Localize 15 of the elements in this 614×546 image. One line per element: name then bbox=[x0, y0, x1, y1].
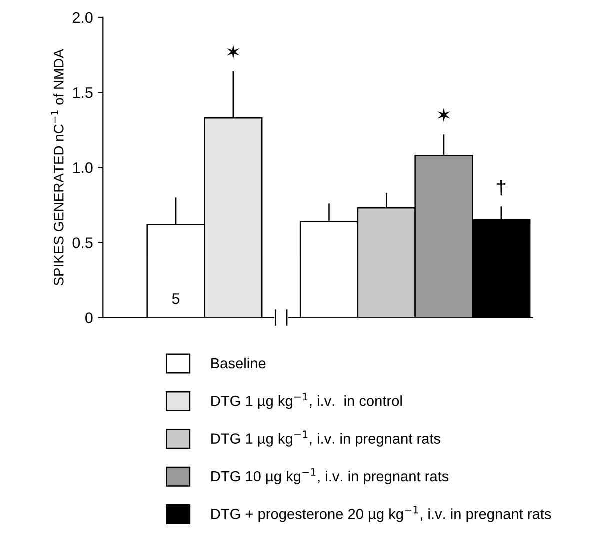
legend-label: DTG 1 µg kg$^{−1}$, i.v. in control bbox=[212, 393, 402, 410]
annotation: † bbox=[497, 180, 506, 196]
legend-label: Baseline bbox=[212, 358, 266, 369]
legend-label: DTG 10 µg kg$^{−1}$, i.v. in pregnant rats bbox=[212, 468, 449, 485]
annotation: 5 bbox=[172, 294, 180, 304]
legend-label: DTG 1 µg kg$^{−1}$, i.v. in pregnant rats bbox=[212, 430, 441, 447]
y-axis-title: SPIKES GENERATED nC$^{−1}$ of NMDA bbox=[51, 49, 64, 286]
annotation: ✶ bbox=[227, 44, 240, 60]
annotation: ✶ bbox=[438, 108, 450, 122]
y-tick-label: 1.5 bbox=[73, 88, 93, 98]
y-tick-label: 2.0 bbox=[72, 12, 93, 24]
y-tick-label: 0.5 bbox=[72, 238, 93, 248]
y-tick-label: 1.0 bbox=[73, 162, 93, 174]
y-tick-label: 0 bbox=[86, 312, 93, 324]
legend-label: DTG + progesterone 20 µg kg$^{−1}$, i.v. in pregnant rats bbox=[212, 506, 552, 522]
